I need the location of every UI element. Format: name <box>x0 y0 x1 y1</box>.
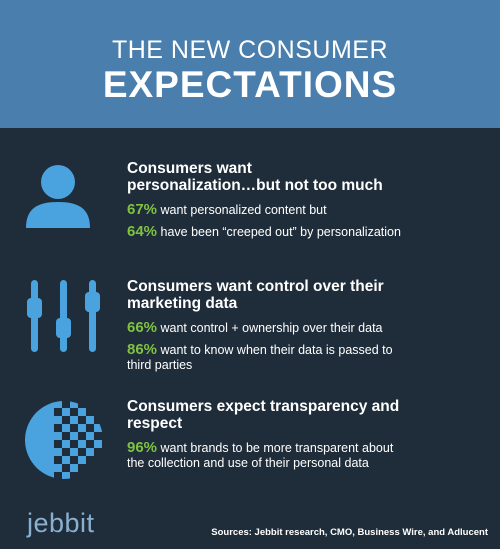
sources-note: Sources: Jebbit research, CMO, Business … <box>211 527 488 538</box>
stat-text: want personalized content but <box>157 203 327 217</box>
stat-percent: 67% <box>127 201 158 218</box>
heading-line-2: marketing data <box>127 295 238 312</box>
section-heading: Consumers want control over their market… <box>127 278 487 312</box>
section-personalization-text: Consumers want personalization…but not t… <box>127 160 487 246</box>
heading-line-2: personalization…but not too much <box>127 177 383 194</box>
stat-percent: 66% <box>127 319 158 336</box>
transparency-circle-icon <box>24 400 104 485</box>
stat-row: 64% have been “creeped out” by personali… <box>127 224 487 240</box>
stat-text-continued: the collection and use of their personal… <box>127 456 369 470</box>
stat-text: want brands to be more transparent about <box>157 441 394 455</box>
stat-text: have been “creeped out” by personalizati… <box>157 225 401 239</box>
heading-line-1: Consumers want <box>127 160 252 177</box>
section-control-text: Consumers want control over their market… <box>127 278 487 379</box>
stat-row: 86% want to know when their data is pass… <box>127 342 487 373</box>
stat-percent: 64% <box>127 223 158 240</box>
stat-row: 66% want control + ownership over their … <box>127 320 487 336</box>
stat-percent: 86% <box>127 341 158 358</box>
stat-text: want to know when their data is passed t… <box>157 343 393 357</box>
header-banner: THE NEW CONSUMER EXPECTATIONS <box>0 0 500 128</box>
stat-text-continued: third parties <box>127 358 193 372</box>
section-transparency-text: Consumers expect transparency and respec… <box>127 398 487 477</box>
title-line-1: THE NEW CONSUMER <box>111 36 389 64</box>
heading-line-1: Consumers want control over their <box>127 278 384 295</box>
jebbit-logo: jebbit <box>27 508 95 538</box>
title-line-2: EXPECTATIONS <box>102 64 398 105</box>
stat-percent: 96% <box>127 439 158 456</box>
stat-row: 67% want personalized content but <box>127 202 487 218</box>
section-heading: Consumers want personalization…but not t… <box>127 160 487 194</box>
section-heading: Consumers expect transparency and respec… <box>127 398 487 432</box>
stat-row: 96% want brands to be more transparent a… <box>127 440 487 471</box>
sliders-icon <box>24 280 104 357</box>
person-icon <box>22 164 94 233</box>
heading-line-1: Consumers expect transparency and <box>127 398 400 415</box>
heading-line-2: respect <box>127 415 183 432</box>
stat-text: want control + ownership over their data <box>157 321 383 335</box>
